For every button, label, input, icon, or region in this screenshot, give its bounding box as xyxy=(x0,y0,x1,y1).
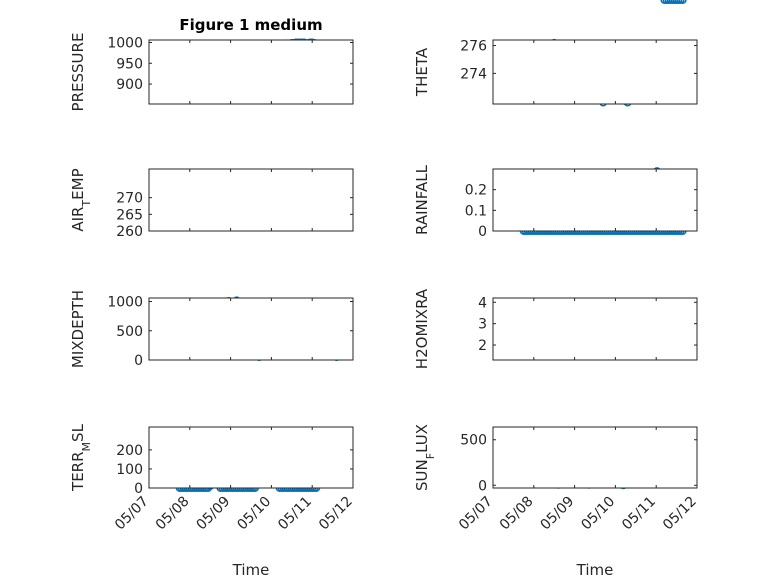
y-tick-label: 100 xyxy=(116,462,143,478)
y-tick-label: 0 xyxy=(134,481,143,497)
subplot-6: 2 3 4 H2OMIXRA xyxy=(413,288,698,369)
subplot-5: 0 500 1000 MIXDEPTH xyxy=(69,290,354,369)
x-axis-label-left: Time xyxy=(232,561,270,579)
y-tick-label: 270 xyxy=(116,191,143,207)
y-tick-label: 276 xyxy=(460,39,487,55)
axes-box xyxy=(148,297,354,361)
axes-box xyxy=(492,168,698,232)
y-axis-label: RAINFALL xyxy=(413,164,431,235)
y-tick-label: 274 xyxy=(460,66,487,82)
y-tick-label: 0 xyxy=(478,224,487,240)
axes-box xyxy=(148,168,354,232)
y-tick-label: 500 xyxy=(460,433,487,449)
y-tick-label: 265 xyxy=(116,207,143,223)
axes-box xyxy=(148,39,354,105)
axes-box xyxy=(492,297,698,361)
x-axis-label-right: Time xyxy=(576,561,614,579)
y-axis-label: AIRTEMP xyxy=(69,168,93,231)
subplot-1: 900 950 1000 PRESSURE xyxy=(69,33,354,112)
y-tick-label: 500 xyxy=(116,324,143,340)
y-tick-label: 0.2 xyxy=(465,183,487,199)
axes-box xyxy=(492,426,698,489)
subplot-2: 274 276 THETA xyxy=(413,39,698,107)
axes-box xyxy=(492,39,698,105)
y-tick-label: 2 xyxy=(478,338,487,354)
y-tick-label: 0 xyxy=(134,353,143,369)
y-axis-label: PRESSURE xyxy=(69,33,87,112)
y-axis-label: MIXDEPTH xyxy=(69,290,87,368)
subplot-4: 0 0.1 0.2 RAINFALL xyxy=(413,164,698,240)
y-tick-label: 4 xyxy=(478,295,487,311)
y-tick-label: 200 xyxy=(116,443,143,459)
y-axis-label: THETA xyxy=(413,47,431,97)
y-tick-label: 950 xyxy=(116,56,143,72)
y-tick-label: 0 xyxy=(478,478,487,494)
y-tick-label: 900 xyxy=(116,77,143,93)
y-tick-label: 1000 xyxy=(107,35,143,51)
y-tick-label: 1000 xyxy=(107,295,143,311)
axes-box xyxy=(148,426,354,489)
data-point xyxy=(678,0,687,4)
y-tick-label: 0.1 xyxy=(465,203,487,219)
y-axis-label: SUNFLUX xyxy=(413,424,437,491)
y-tick-label: 3 xyxy=(478,317,487,333)
y-axis-label: H2OMIXRA xyxy=(413,288,431,369)
figure-title: Figure 1 medium xyxy=(179,16,322,34)
y-axis-label: TERRMSL xyxy=(69,423,93,492)
y-tick-label: 260 xyxy=(116,224,143,240)
